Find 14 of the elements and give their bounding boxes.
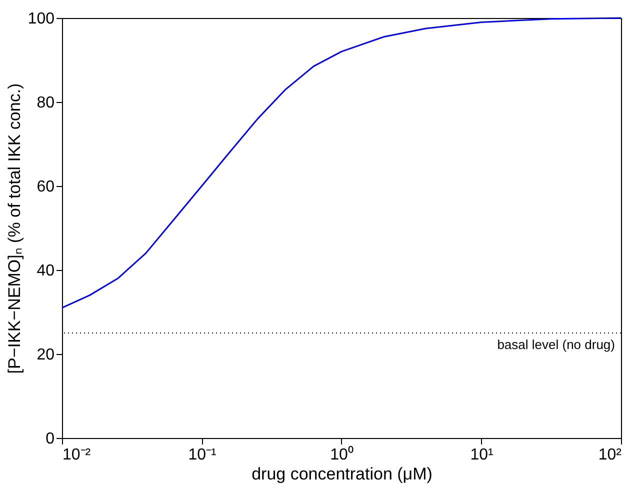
x-axis-title: drug concentration (μM) (252, 464, 432, 484)
ref-line-label: basal level (no drug) (497, 337, 615, 352)
y-tick-label: 40 (36, 262, 55, 280)
y-tick-label: 60 (36, 178, 55, 196)
y-tick-label: 20 (36, 346, 55, 364)
x-tick-label: 10⁻¹ (188, 446, 216, 464)
y-tick-label: 100 (28, 10, 55, 28)
x-tick-label: 10⁰ (330, 446, 354, 464)
x-tick-label: 10² (598, 446, 622, 464)
x-tick-label: 10⁻² (62, 446, 92, 464)
y-tick-label: 0 (46, 430, 55, 448)
y-tick-label: 80 (36, 94, 55, 112)
y-axis-title: [P−IKK−NEMO]ₙ (% of total IKK conc.) (4, 83, 24, 374)
x-tick-label: 10¹ (470, 446, 494, 464)
